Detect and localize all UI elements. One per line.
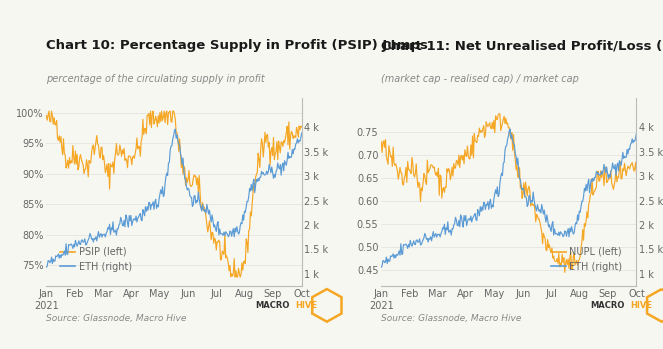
Text: Source: Glassnode, Macro Hive: Source: Glassnode, Macro Hive xyxy=(46,314,187,323)
Text: HIVE: HIVE xyxy=(296,301,318,310)
Legend: NUPL (left), ETH (right): NUPL (left), ETH (right) xyxy=(547,243,627,276)
Text: Source: Glassnode, Macro Hive: Source: Glassnode, Macro Hive xyxy=(381,314,522,323)
Text: MACRO: MACRO xyxy=(590,301,625,310)
Text: percentage of the circulating supply in profit: percentage of the circulating supply in … xyxy=(46,74,265,84)
Legend: PSIP (left), ETH (right): PSIP (left), ETH (right) xyxy=(56,243,136,276)
Text: MACRO: MACRO xyxy=(255,301,290,310)
Text: HIVE: HIVE xyxy=(631,301,652,310)
Text: Chart 11: Net Unrealised Profit/Loss (NUPL): Chart 11: Net Unrealised Profit/Loss (NU… xyxy=(381,39,663,52)
Text: Chart 10: Percentage Supply in Profit (PSIP) Jumps: Chart 10: Percentage Supply in Profit (P… xyxy=(46,39,428,52)
Text: (market cap - realised cap) / market cap: (market cap - realised cap) / market cap xyxy=(381,74,579,84)
